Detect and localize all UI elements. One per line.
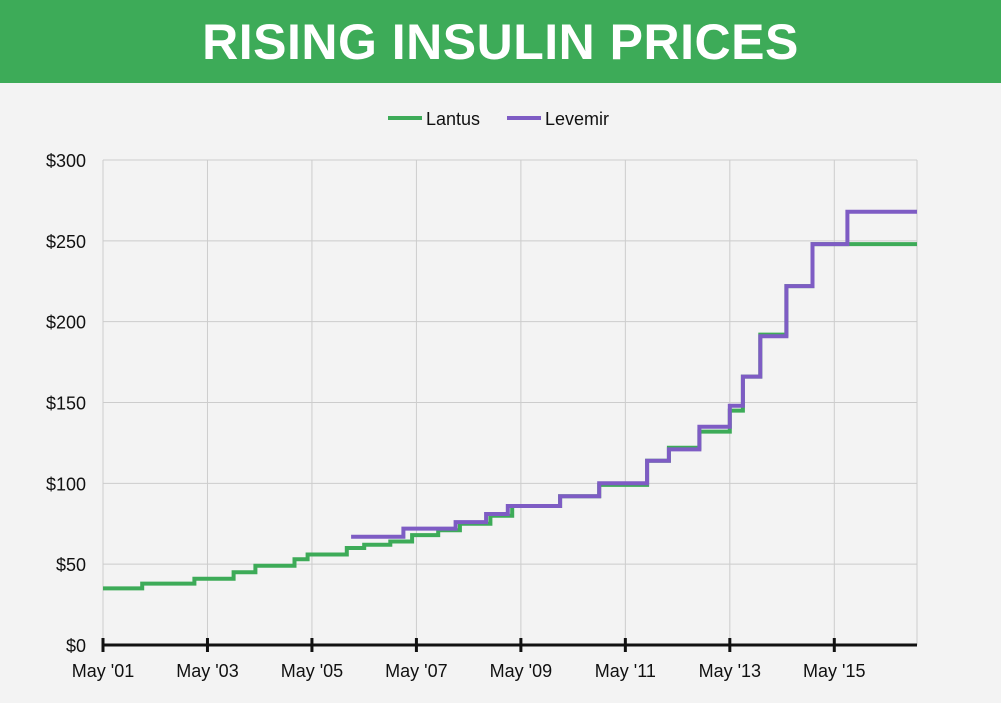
x-tick-label: May '15 — [803, 661, 865, 681]
legend: Lantus Levemir — [388, 109, 609, 129]
y-tick-label: $0 — [66, 636, 86, 656]
y-tick-label: $100 — [46, 474, 86, 494]
y-tick-label: $200 — [46, 313, 86, 333]
x-tick-label: May '09 — [490, 661, 552, 681]
x-tick-label: May '03 — [176, 661, 238, 681]
series-line-levemir — [351, 209, 917, 539]
legend-label-lantus: Lantus — [426, 109, 480, 129]
y-tick-label: $150 — [46, 394, 86, 414]
x-tick-label: May '11 — [595, 661, 656, 681]
insulin-price-chart: $0 $50 $100 $150 $200 $250 $300 May '01 May '03 M… — [46, 109, 918, 681]
x-tick-label: May '01 — [72, 661, 134, 681]
chart-area: $0 $50 $100 $150 $200 $250 $300 May '01 May '03 M… — [0, 83, 1001, 703]
chart-title: RISING INSULIN PRICES — [202, 13, 799, 70]
y-tick-label: $250 — [46, 232, 86, 252]
y-tick-label: $50 — [56, 555, 86, 575]
x-tick-label: May '07 — [385, 661, 447, 681]
series-lines — [103, 209, 917, 591]
y-tick-label: $300 — [46, 151, 86, 171]
legend-label-levemir: Levemir — [545, 109, 609, 129]
x-tick-label: May '13 — [699, 661, 761, 681]
axes: $0 $50 $100 $150 $200 $250 $300 May '01 May '03 M… — [46, 151, 917, 681]
series-line-lantus — [103, 242, 917, 591]
grid-lines — [102, 159, 918, 645]
chart-header: RISING INSULIN PRICES — [0, 0, 1001, 83]
x-tick-label: May '05 — [281, 661, 343, 681]
